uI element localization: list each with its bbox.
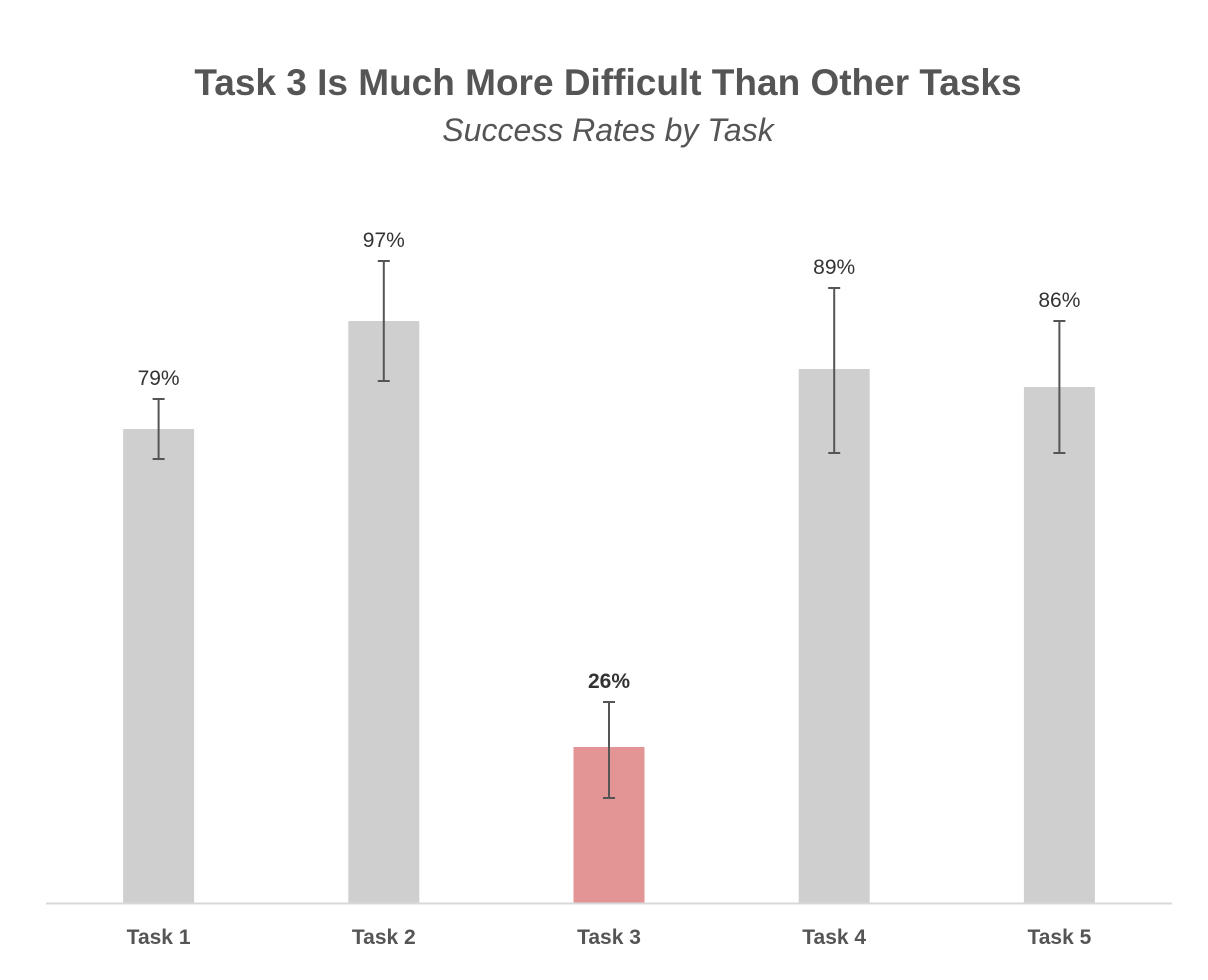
error-bar [828, 287, 841, 454]
x-tick-label: Task 5 [1027, 926, 1091, 949]
x-tick-label: Task 4 [802, 926, 866, 949]
error-bar [377, 260, 390, 382]
bar-task-1 [123, 429, 195, 903]
error-bars-layer [152, 260, 1066, 799]
data-label: 89% [813, 256, 855, 279]
bar-task-2 [348, 321, 420, 903]
error-bar [1053, 320, 1066, 454]
data-label: 79% [138, 367, 180, 390]
x-tick-labels-layer: Task 1 Task 2 Task 3 Task 4 Task 5 [127, 926, 1092, 949]
data-label: 86% [1038, 289, 1080, 312]
data-label: 26% [588, 670, 630, 693]
bar-task-4 [798, 369, 870, 903]
error-bar [603, 701, 615, 799]
error-bar [152, 398, 165, 460]
bar-task-5 [1023, 387, 1095, 903]
bars-layer [123, 321, 1095, 903]
x-tick-label: Task 1 [127, 926, 191, 949]
chart-subtitle: Success Rates by Task [442, 112, 775, 148]
data-labels-layer: 79% 97% 26% 89% 86% [138, 229, 1081, 693]
x-tick-label: Task 3 [577, 926, 641, 949]
chart-title: Task 3 Is Much More Difficult Than Other… [194, 62, 1021, 103]
x-tick-label: Task 2 [352, 926, 416, 949]
data-label: 97% [363, 229, 405, 252]
